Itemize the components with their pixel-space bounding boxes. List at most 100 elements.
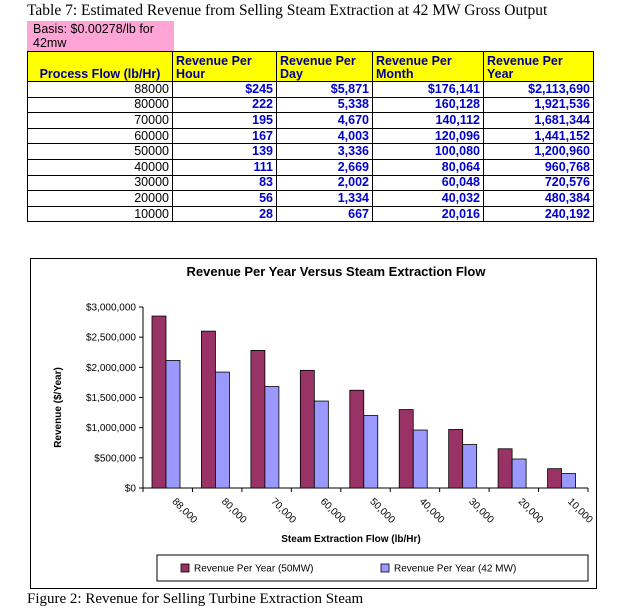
bar <box>497 448 513 489</box>
legend-label: Revenue Per Year (50MW) <box>194 564 314 575</box>
revenue-cell: 140,112 <box>372 112 484 129</box>
x-tick-label: 50,000 <box>367 496 397 526</box>
bar <box>448 429 464 489</box>
table-row: 80000 222 5,338 160,128 1,921,536 <box>27 96 594 114</box>
process-flow-cell: 88000 <box>27 81 173 98</box>
process-flow-cell: 40000 <box>27 158 173 176</box>
column-header: Revenue Per Year <box>483 51 594 82</box>
revenue-cell: 4,670 <box>276 112 373 129</box>
bar <box>151 315 167 489</box>
revenue-cell: 3,336 <box>276 143 373 160</box>
x-tick-label: 80,000 <box>219 496 249 526</box>
revenue-cell: 195 <box>172 112 277 129</box>
bar <box>363 415 379 489</box>
revenue-cell: 240,192 <box>483 205 594 223</box>
bar-chart: Revenue Per Year Versus Steam Extraction… <box>53 264 595 582</box>
process-flow-cell: 70000 <box>27 112 173 129</box>
revenue-cell: 222 <box>172 96 277 114</box>
table-row: 60000 167 4,003 120,096 1,441,152 <box>27 127 594 145</box>
table-caption: Table 7: Estimated Revenue from Selling … <box>27 2 548 19</box>
revenue-cell: $2,113,690 <box>483 81 594 98</box>
figure-caption: Figure 2: Revenue for Selling Turbine Ex… <box>27 591 364 607</box>
revenue-cell: 960,768 <box>483 158 594 176</box>
table-row: 10000 28 667 20,016 240,192 <box>27 205 594 223</box>
x-tick-label: 40,000 <box>417 496 447 526</box>
table-row: 30000 83 2,002 60,048 720,576 <box>27 174 594 192</box>
bar <box>547 468 562 489</box>
bar <box>299 369 315 489</box>
revenue-cell: 167 <box>172 127 277 145</box>
revenue-cell: 667 <box>276 205 373 223</box>
revenue-cell: 60,048 <box>372 174 484 192</box>
x-tick-label: 88,000 <box>170 496 200 526</box>
revenue-cell: 2,002 <box>276 174 373 192</box>
revenue-cell: 80,064 <box>372 158 484 176</box>
x-tick-label: 70,000 <box>268 496 298 526</box>
revenue-cell: 1,441,152 <box>483 127 594 145</box>
y-tick-label: $2,500,000 <box>86 333 136 344</box>
x-tick-label: 30,000 <box>466 496 496 526</box>
y-tick-label: $2,000,000 <box>86 363 136 374</box>
bar <box>165 360 181 489</box>
revenue-cell: 480,384 <box>483 190 594 207</box>
table-header-row: Process Flow (lb/Hr) Revenue Per Hour Reve… <box>27 51 594 82</box>
process-flow-cell: 50000 <box>27 143 173 160</box>
revenue-cell: 5,338 <box>276 96 373 114</box>
revenue-cell: 1,681,344 <box>483 112 594 129</box>
y-tick-label: $1,000,000 <box>86 423 136 434</box>
revenue-cell: 56 <box>172 190 277 207</box>
revenue-cell: 40,032 <box>372 190 484 207</box>
bar <box>561 473 576 489</box>
bar <box>511 458 527 489</box>
bar <box>398 409 414 489</box>
revenue-cell: 720,576 <box>483 174 594 192</box>
legend-swatch <box>180 563 190 573</box>
legend-box <box>156 554 589 582</box>
y-tick-label: $3,000,000 <box>86 303 136 314</box>
column-header: Revenue Per Day <box>276 51 373 82</box>
bar <box>412 429 428 489</box>
revenue-cell: 4,003 <box>276 127 373 145</box>
legend-swatch <box>380 563 390 573</box>
table-row: 20000 56 1,334 40,032 480,384 <box>27 190 594 207</box>
revenue-cell: 1,200,960 <box>483 143 594 160</box>
process-flow-cell: 10000 <box>27 205 173 223</box>
revenue-cell: 120,096 <box>372 127 484 145</box>
revenue-cell: 160,128 <box>372 96 484 114</box>
x-axis-title: Steam Extraction Flow (lb/Hr) <box>281 534 420 545</box>
bar <box>349 389 365 489</box>
revenue-cell: 1,921,536 <box>483 96 594 114</box>
bar <box>264 386 280 489</box>
process-flow-cell: 30000 <box>27 174 173 192</box>
y-tick-label: $0 <box>125 484 137 495</box>
table-row: 40000 111 2,669 80,064 960,768 <box>27 158 594 176</box>
revenue-cell: 83 <box>172 174 277 192</box>
bar <box>201 330 216 489</box>
x-tick-label: 10,000 <box>565 496 595 526</box>
column-header: Revenue Per Hour <box>172 51 277 82</box>
table-row: 88000 $245 $5,871 $176,141 $2,113,690 <box>27 81 594 98</box>
y-axis-title: Revenue ($/Year) <box>53 367 64 448</box>
revenue-cell: 2,669 <box>276 158 373 176</box>
table-body: 88000 $245 $5,871 $176,141 $2,113,690 80000 22… <box>27 81 594 223</box>
x-tick-label: 20,000 <box>516 496 546 526</box>
revenue-cell: 1,334 <box>276 190 373 207</box>
process-flow-cell: 20000 <box>27 190 173 207</box>
revenue-cell: 28 <box>172 205 277 223</box>
revenue-table: Process Flow (lb/Hr) Revenue Per Hour Reve… <box>27 51 594 223</box>
basis-note: Basis: $0.00278/lb for 42mw <box>27 21 174 52</box>
revenue-cell: 100,080 <box>372 143 484 160</box>
x-tick-label: 60,000 <box>318 496 348 526</box>
legend-label: Revenue Per Year (42 MW) <box>394 564 516 575</box>
y-tick-label: $500,000 <box>94 453 136 464</box>
revenue-cell: 111 <box>172 158 277 176</box>
process-flow-cell: 80000 <box>27 96 173 114</box>
process-flow-cell: 60000 <box>27 127 173 145</box>
bar <box>462 444 478 489</box>
chart-title: Revenue Per Year Versus Steam Extraction… <box>187 264 487 279</box>
table-row: 50000 139 3,336 100,080 1,200,960 <box>27 143 594 160</box>
revenue-cell: $176,141 <box>372 81 484 98</box>
bar <box>215 371 230 489</box>
table-row: 70000 195 4,670 140,112 1,681,344 <box>27 112 594 129</box>
column-header: Revenue Per Month <box>372 51 484 82</box>
